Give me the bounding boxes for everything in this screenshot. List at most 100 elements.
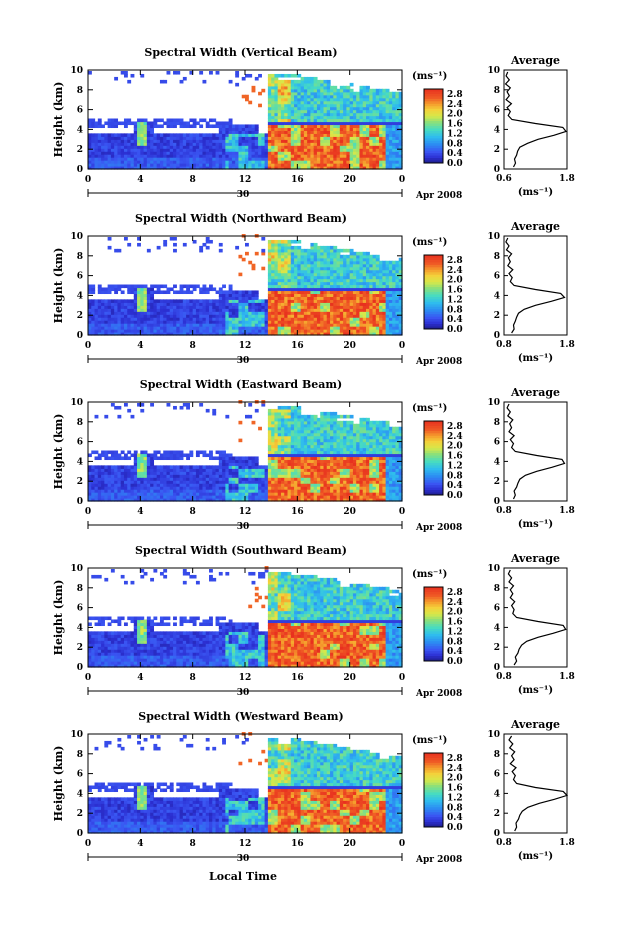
heatmap-cell xyxy=(339,332,344,336)
heatmap-cell xyxy=(369,166,374,170)
heatmap-cell xyxy=(104,290,109,295)
heatmap-cell xyxy=(343,88,347,93)
heatmap-cell xyxy=(379,157,383,161)
heatmap-cell xyxy=(343,97,347,102)
heatmap-cell xyxy=(366,85,370,90)
heatmap-cell xyxy=(277,263,282,268)
heatmap-cell xyxy=(179,405,184,410)
heatmap-cell xyxy=(280,136,285,140)
heatmap-cell xyxy=(330,154,334,158)
heatmap-cell xyxy=(385,290,390,295)
heatmap-cell xyxy=(97,498,102,502)
heatmap-cell xyxy=(104,489,109,493)
heatmap-cell xyxy=(143,456,148,461)
heatmap-cell xyxy=(346,154,351,158)
heatmap-cell xyxy=(150,495,155,499)
heatmap-cell xyxy=(176,163,181,167)
heatmap-cell xyxy=(375,311,380,315)
heatmap-cell xyxy=(287,88,292,93)
heatmap-cell xyxy=(199,154,204,158)
heatmap-cell xyxy=(271,263,276,268)
heatmap-cell xyxy=(316,254,321,259)
heatmap-cell xyxy=(159,308,164,312)
heatmap-cell xyxy=(271,103,276,108)
heatmap-cell xyxy=(388,145,393,149)
heatmap-cell xyxy=(192,160,197,164)
heatmap-cell xyxy=(192,495,197,499)
heatmap-cell xyxy=(316,332,321,336)
heatmap-cell xyxy=(287,251,292,256)
heatmap-cell xyxy=(163,239,168,244)
heatmap-cell xyxy=(346,136,351,140)
heatmap-cell xyxy=(388,278,393,283)
heatmap-cell xyxy=(326,79,331,84)
heatmap-cell xyxy=(261,148,266,152)
heatmap-cell xyxy=(156,326,161,330)
heatmap-cell xyxy=(166,151,171,155)
heatmap-cell xyxy=(359,251,364,256)
heatmap-cell xyxy=(385,154,390,158)
heatmap-cell xyxy=(385,100,390,105)
heatmap-cell xyxy=(101,166,105,170)
heatmap-cell xyxy=(326,82,331,87)
heatmap-cell xyxy=(179,465,184,469)
heatmap-cell xyxy=(130,332,135,336)
x-tick-label: 0 xyxy=(399,341,405,351)
heatmap-cell xyxy=(339,266,344,271)
heatmap-cell xyxy=(258,157,262,161)
heatmap-cell xyxy=(362,112,367,117)
heatmap-cell xyxy=(202,133,207,137)
heatmap-cell xyxy=(267,97,272,102)
heatmap-cell xyxy=(310,151,315,155)
heatmap-cell xyxy=(375,136,380,140)
heatmap-cell xyxy=(159,492,164,496)
heatmap-cell xyxy=(127,495,132,499)
heatmap-cell xyxy=(395,145,400,149)
heatmap-cell xyxy=(349,124,354,129)
heatmap-cell xyxy=(320,284,325,289)
heatmap-cell xyxy=(316,311,321,315)
heatmap-cell xyxy=(313,257,318,262)
heatmap-cell xyxy=(379,166,383,170)
heatmap-cell xyxy=(173,242,177,247)
heatmap-cell xyxy=(313,251,318,256)
heatmap-cell xyxy=(274,332,279,336)
heatmap-cell xyxy=(117,308,122,312)
y-tick-label: 6 xyxy=(77,272,83,282)
heatmap-cell xyxy=(94,323,99,327)
heatmap-cell xyxy=(248,299,253,303)
heatmap-cell xyxy=(349,91,354,96)
heatmap-cell xyxy=(366,94,370,99)
heatmap-cell xyxy=(215,160,220,164)
heatmap-cell xyxy=(156,287,161,292)
heatmap-cell xyxy=(274,127,279,131)
heatmap-cell xyxy=(356,115,361,120)
heatmap-cell xyxy=(192,151,197,155)
heatmap-cell xyxy=(222,284,226,289)
colorbar-segment xyxy=(424,287,443,291)
heatmap-cell xyxy=(150,486,155,490)
heatmap-cell xyxy=(176,133,181,137)
heatmap-cell xyxy=(153,163,158,167)
heatmap-cell xyxy=(163,483,168,487)
heatmap-cell xyxy=(343,145,347,149)
heatmap-cell xyxy=(248,160,253,164)
heatmap-cell xyxy=(218,462,223,466)
heatmap-cell xyxy=(101,314,105,318)
heatmap-cell xyxy=(359,320,364,324)
heatmap-cell xyxy=(156,118,161,123)
heatmap-cell xyxy=(284,160,289,164)
heatmap-cell xyxy=(225,468,230,472)
heatmap-cell xyxy=(130,308,135,312)
heatmap-cell xyxy=(330,97,334,102)
heatmap-cell xyxy=(336,281,341,286)
heatmap-cell xyxy=(104,166,109,170)
heatmap-cell xyxy=(182,305,187,309)
heatmap-cell xyxy=(146,136,151,140)
heatmap-cell xyxy=(274,121,279,126)
heatmap-cell xyxy=(218,305,223,309)
heatmap-cell xyxy=(143,284,148,289)
heatmap-cell xyxy=(238,314,243,318)
heatmap-cell xyxy=(195,305,200,309)
